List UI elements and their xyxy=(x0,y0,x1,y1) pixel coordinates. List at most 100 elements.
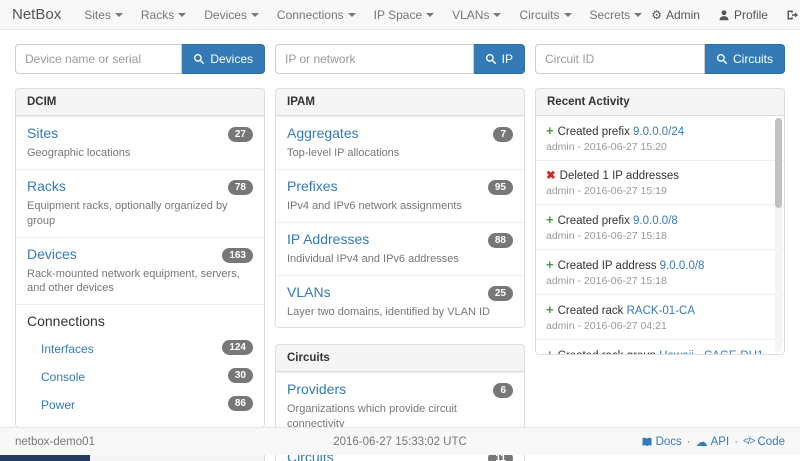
circuit-search-input[interactable] xyxy=(535,44,705,74)
search-bar-row: Devices IP Circuits xyxy=(0,30,800,78)
circuit-search-button-label: Circuits xyxy=(732,52,773,66)
separator: · xyxy=(734,435,739,448)
chevron-down-icon xyxy=(250,12,259,17)
nav-item-racks[interactable]: Racks xyxy=(132,0,195,29)
list-item-prefixes: 95 Prefixes IPv4 and IPv6 network assign… xyxy=(276,168,524,222)
activity-item: Created prefix 9.0.0.0/8 admin - 2016-06… xyxy=(536,204,784,249)
prefixes-count-badge: 95 xyxy=(487,179,513,195)
logout-link[interactable]: Log out xyxy=(786,8,800,22)
sites-link[interactable]: Sites xyxy=(27,125,59,141)
activity-target-link[interactable]: 9.0.0.0/8 xyxy=(633,215,678,227)
activity-meta: admin - 2016-06-27 15:20 xyxy=(546,141,667,153)
activity-action: Created rack group xyxy=(558,350,660,354)
ipam-panel-title: IPAM xyxy=(276,89,524,116)
scrollbar-thumb[interactable] xyxy=(775,118,782,208)
dcim-panel: DCIM 27 Sites Geographic locations 78 Ra… xyxy=(15,88,265,429)
activity-list: Created prefix 9.0.0.0/24 admin - 2016-0… xyxy=(536,116,784,354)
console-link[interactable]: Console xyxy=(41,370,86,385)
nav-label: Sites xyxy=(84,7,111,22)
ip-search-input[interactable] xyxy=(275,44,474,74)
ipam-panel: IPAM 7 Aggregates Top-level IP allocatio… xyxy=(275,88,525,329)
chevron-down-icon xyxy=(178,12,187,17)
circuit-search-button[interactable]: Circuits xyxy=(704,44,785,74)
footer-bar: netbox-demo01 2016-06-27 15:33:02 UTC Do… xyxy=(0,427,800,455)
activity-target-link[interactable]: 9.0.0.0/24 xyxy=(633,126,685,138)
chevron-down-icon xyxy=(493,12,502,17)
activity-item: Created IP address 9.0.0.0/8 admin - 201… xyxy=(536,249,784,294)
device-search-input[interactable] xyxy=(15,44,183,74)
search-icon xyxy=(194,53,205,65)
delete-icon xyxy=(546,170,556,182)
circuits-link[interactable]: Circuits xyxy=(287,449,334,461)
activity-target-link[interactable]: 9.0.0.0/8 xyxy=(659,260,705,272)
admin-label: Admin xyxy=(665,7,700,22)
prefixes-link[interactable]: Prefixes xyxy=(287,177,338,194)
api-link[interactable]: ☁ API xyxy=(696,436,730,448)
nav-label: Circuits xyxy=(519,7,560,22)
admin-link[interactable]: ⚙ Admin xyxy=(651,8,700,22)
hostname-label: netbox-demo01 xyxy=(15,435,95,448)
activity-action: Created rack xyxy=(557,305,627,317)
nav-label: IP Space xyxy=(373,7,423,22)
prefixes-description: IPv4 and IPv6 network assignments xyxy=(287,199,462,212)
connections-row-power: 86 Power xyxy=(41,391,253,419)
separator: · xyxy=(686,435,691,448)
nav-label: Secrets xyxy=(589,7,631,22)
ip-addresses-link[interactable]: IP Addresses xyxy=(287,230,370,247)
nav-item-vlans[interactable]: VLANs xyxy=(443,0,510,29)
circuits-panel-title: Circuits xyxy=(276,345,524,373)
interfaces-link[interactable]: Interfaces xyxy=(41,342,94,357)
activity-action: Created prefix xyxy=(557,215,634,227)
activity-meta: admin - 2016-06-27 15:19 xyxy=(546,185,667,197)
plus-icon xyxy=(546,215,554,227)
power-count-badge: 86 xyxy=(227,396,253,412)
nav-item-ip-space[interactable]: IP Space xyxy=(365,0,443,29)
list-item-vlans: 25 VLANs Layer two domains, identified b… xyxy=(276,274,524,328)
plus-icon xyxy=(546,305,554,317)
devices-link[interactable]: Devices xyxy=(27,245,77,262)
vlans-link[interactable]: VLANs xyxy=(287,283,331,300)
racks-link[interactable]: Racks xyxy=(27,177,66,194)
scrollbar-track[interactable] xyxy=(775,118,782,352)
interfaces-count-badge: 124 xyxy=(222,340,253,356)
nav-item-secrets[interactable]: Secrets xyxy=(581,0,652,29)
list-item-aggregates: 7 Aggregates Top-level IP allocations xyxy=(276,116,524,169)
sites-description: Geographic locations xyxy=(27,147,131,159)
circuits-count-badge: 11 xyxy=(488,451,513,461)
list-item-connections: Connections 124 Interfaces 30 Console 86 xyxy=(16,304,264,427)
aggregates-description: Top-level IP allocations xyxy=(287,147,400,159)
search-icon xyxy=(485,53,496,65)
user-menu: ⚙ Admin Profile Log out xyxy=(651,8,800,22)
api-label: API xyxy=(710,435,730,448)
code-link[interactable]: </> Code xyxy=(743,436,785,448)
aggregates-link[interactable]: Aggregates xyxy=(287,125,359,141)
recent-activity-title: Recent Activity xyxy=(536,89,784,116)
plus-icon xyxy=(546,126,554,138)
nav-item-devices[interactable]: Devices xyxy=(195,0,268,29)
profile-link[interactable]: Profile xyxy=(718,8,768,22)
list-item-sites: 27 Sites Geographic locations xyxy=(16,116,264,169)
racks-description: Equipment racks, optionally organized by… xyxy=(27,199,228,227)
activity-target-link[interactable]: Hawaii - CAGE-DH1-01 xyxy=(546,350,767,354)
connections-row-interfaces: 124 Interfaces xyxy=(41,335,253,363)
connections-sublist: 124 Interfaces 30 Console 86 Power xyxy=(27,335,253,419)
nav-item-sites[interactable]: Sites xyxy=(75,0,132,29)
activity-target-link[interactable]: RACK-01-CA xyxy=(626,305,696,317)
nav-item-connections[interactable]: Connections xyxy=(268,0,365,29)
power-link[interactable]: Power xyxy=(41,398,76,413)
nav-item-circuits[interactable]: Circuits xyxy=(510,0,580,29)
docs-link[interactable]: Docs xyxy=(641,436,682,448)
netbox-logo[interactable]: NetBox xyxy=(12,6,62,23)
activity-item: Created rack group Hawaii - CAGE-DH1-01 … xyxy=(536,339,784,354)
recent-activity-panel: Recent Activity Created prefix 9.0.0.0/2… xyxy=(535,88,785,355)
activity-item: Deleted 1 IP addresses admin - 2016-06-2… xyxy=(536,160,784,204)
chevron-down-icon xyxy=(347,12,356,17)
providers-link[interactable]: Providers xyxy=(287,381,347,398)
column-dcim: DCIM 27 Sites Geographic locations 78 Ra… xyxy=(15,88,265,461)
list-item-devices: 163 Devices Rack-mounted network equipme… xyxy=(16,236,264,305)
cloud-icon: ☁ xyxy=(695,434,708,449)
ip-search-button[interactable]: IP xyxy=(473,44,525,74)
code-icon: </> xyxy=(743,436,756,447)
ip-addresses-count-badge: 88 xyxy=(487,232,513,248)
device-search-button[interactable]: Devices xyxy=(182,44,265,74)
